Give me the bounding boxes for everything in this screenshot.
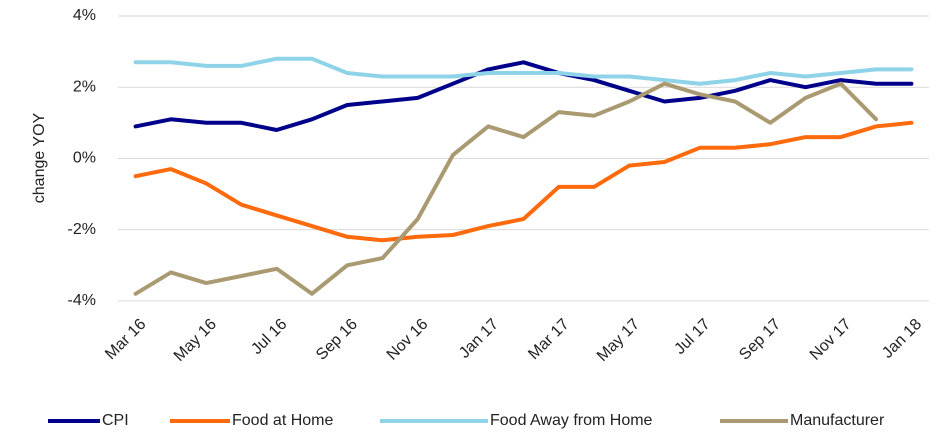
series-line [133,120,914,243]
legend-label: CPI [102,412,129,429]
x-tick-label: Nov 16 [384,316,432,364]
series-line [133,81,879,296]
x-tick-label: Sep 17 [736,316,784,364]
series-line [133,60,914,132]
y-tick-label: 2% [73,78,96,95]
legend-label: Manufacturer [790,412,885,429]
legend-label: Food at Home [232,412,333,429]
x-tick-label: Mar 17 [525,316,572,363]
x-tick-label: Nov 17 [807,316,855,364]
y-axis-label: change YOY [31,112,48,203]
x-tick-label: Sep 16 [313,316,361,364]
y-tick-label: -2% [68,221,96,238]
y-tick-label: 0% [73,150,96,167]
x-tick-label: Mar 16 [102,316,149,363]
x-tick-label: Jul 17 [671,316,713,358]
series-line [133,56,914,86]
y-tick-label: -4% [68,292,96,309]
legend-label: Food Away from Home [490,412,653,429]
x-tick-label: May 17 [594,316,643,365]
x-tick-label: May 16 [171,316,220,365]
x-tick-label: Jul 16 [248,316,290,358]
x-tick-label: Jan 18 [879,316,925,362]
y-tick-label: 4% [73,7,96,24]
x-tick-label: Jan 17 [456,316,502,362]
